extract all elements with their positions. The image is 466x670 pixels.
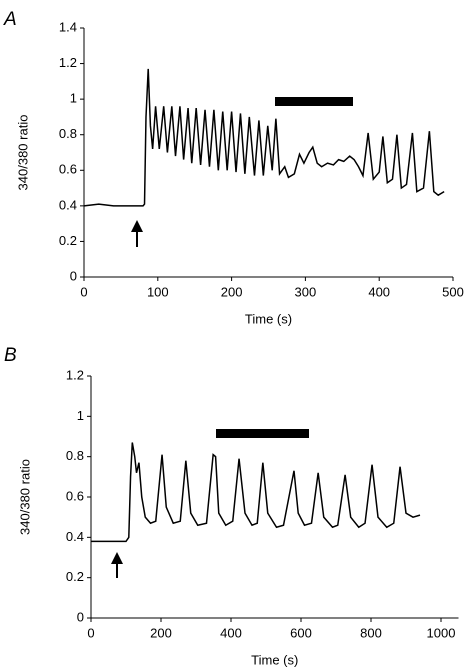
y-tick-label: 0 — [77, 609, 84, 624]
arrow-head — [131, 220, 143, 232]
chart-panel: B 0 0.2 0.4 0.6 0.8 1 1.2 0 200 400 600 800 1000 Time … — [4, 345, 459, 667]
x-axis-title: Time (s) — [251, 652, 298, 667]
y-tick-label: 1 — [77, 408, 84, 423]
x-tick-label: 600 — [290, 625, 312, 640]
treatment-bar — [275, 97, 353, 106]
panel-label: A — [3, 9, 17, 30]
x-tick-label: 300 — [295, 284, 317, 299]
y-tick-label: 1 — [70, 91, 77, 106]
x-tick-label: 400 — [368, 284, 390, 299]
y-tick-label: 0.4 — [66, 529, 84, 544]
arrow-head — [111, 552, 123, 564]
y-tick-label: 1.4 — [59, 19, 77, 34]
y-tick-label: 0.8 — [66, 448, 84, 463]
x-tick-label: 200 — [150, 625, 172, 640]
x-tick-label: 100 — [147, 284, 169, 299]
x-tick-label: 200 — [221, 284, 243, 299]
treatment-bar — [216, 429, 309, 438]
y-tick-label: 1.2 — [66, 367, 84, 382]
x-tick-label: 1000 — [427, 625, 456, 640]
panel-label: B — [4, 345, 17, 366]
x-tick-label: 0 — [80, 284, 87, 299]
y-tick-label: 0.6 — [59, 162, 77, 177]
x-tick-label: 0 — [87, 625, 94, 640]
annotations — [111, 97, 353, 578]
y-tick-label: 0.8 — [59, 126, 77, 141]
x-tick-label: 500 — [442, 284, 464, 299]
chart-panel: A 0 0.2 0.4 0.6 0.8 1 1.2 1.4 0 100 200 300 400 500 Tim… — [3, 9, 464, 326]
y-axis-title: 340/380 ratio — [17, 459, 32, 535]
y-tick-label: 0.2 — [66, 569, 84, 584]
x-tick-label: 800 — [360, 625, 382, 640]
y-axis-title: 340/380 ratio — [15, 115, 30, 191]
data-line — [91, 442, 421, 543]
y-tick-label: 0.2 — [59, 233, 77, 248]
data-line — [83, 68, 445, 207]
x-tick-label: 400 — [220, 625, 242, 640]
x-axis-title: Time (s) — [245, 311, 292, 326]
y-tick-label: 0.4 — [59, 197, 77, 212]
y-tick-label: 1.2 — [59, 55, 77, 70]
y-tick-label: 0 — [70, 268, 77, 283]
y-tick-label: 0.6 — [66, 488, 84, 503]
